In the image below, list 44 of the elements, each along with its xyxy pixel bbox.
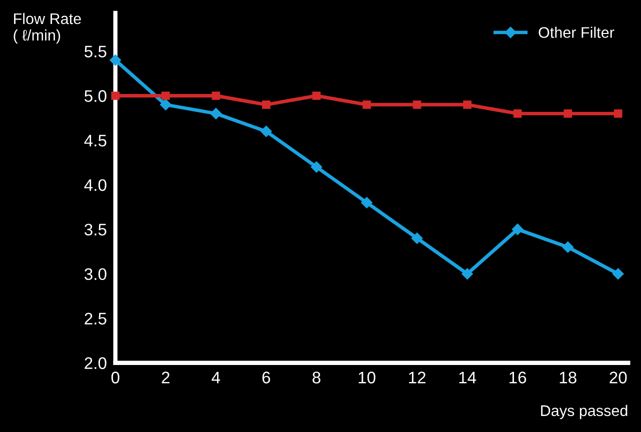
point xyxy=(612,268,624,280)
point xyxy=(412,100,422,109)
x-tick-label: 12 xyxy=(409,372,426,384)
point xyxy=(312,92,321,100)
y-tick-label: 2.5 xyxy=(84,312,106,325)
point xyxy=(562,242,574,253)
x-tick-label: 14 xyxy=(459,372,476,384)
point xyxy=(462,268,473,280)
point xyxy=(110,54,121,66)
y-tick-label: 4.0 xyxy=(84,179,106,192)
x-tick-label: 18 xyxy=(560,372,576,384)
y-axis-title: Flow Rate ( ℓ/min) xyxy=(14,12,81,44)
legend-label: Other Filter xyxy=(538,26,614,38)
point xyxy=(210,108,222,120)
y-tick-label: 3.0 xyxy=(84,268,106,280)
x-axis-title: Days passed xyxy=(541,404,628,420)
point xyxy=(160,99,172,110)
point xyxy=(111,92,120,100)
point xyxy=(262,100,270,109)
point xyxy=(411,232,423,244)
y-tick-label: 5.0 xyxy=(84,90,106,102)
point xyxy=(362,100,371,109)
point xyxy=(260,126,272,137)
x-tick-label: 8 xyxy=(312,372,320,384)
point xyxy=(614,109,622,118)
point xyxy=(512,224,524,235)
x-tick-label: 20 xyxy=(610,372,627,384)
point xyxy=(463,100,472,109)
x-tick-label: 10 xyxy=(358,372,376,384)
x-tick-label: 4 xyxy=(212,372,220,384)
y-tick-label: 4.5 xyxy=(84,134,106,146)
x-tick-label: 2 xyxy=(162,372,170,384)
y-tick-label: 2.0 xyxy=(84,357,106,370)
y-tick-label: 3.5 xyxy=(84,224,106,236)
point xyxy=(564,109,572,118)
x-tick-label: 16 xyxy=(510,372,526,384)
point xyxy=(161,92,170,100)
point xyxy=(513,109,522,118)
y-tick-label: 5.5 xyxy=(84,46,106,58)
point xyxy=(310,161,322,173)
x-tick-label: 6 xyxy=(262,372,270,384)
x-tick-label: 0 xyxy=(111,372,120,384)
point xyxy=(361,197,372,208)
point xyxy=(212,92,220,100)
